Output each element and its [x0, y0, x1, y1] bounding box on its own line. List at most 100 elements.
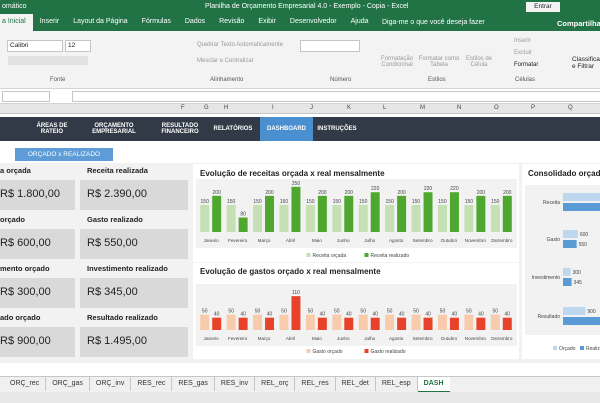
ribbon-tab[interactable]: Desenvolvedor — [289, 18, 337, 25]
bar — [238, 317, 248, 330]
bar — [397, 195, 407, 232]
ribbon-tab[interactable]: Inserir — [39, 18, 60, 25]
sheet-tab[interactable]: REL_res — [295, 377, 336, 391]
nav-item[interactable]: RESULTADO FINANCEIRO — [161, 123, 199, 135]
bar — [502, 317, 512, 330]
sheet-tab[interactable]: REL_det — [336, 377, 376, 391]
column-letter: G — [204, 105, 209, 111]
data-label: 50 — [413, 309, 419, 315]
column-letter: Q — [568, 105, 573, 111]
status-bar — [0, 392, 600, 403]
autosave[interactable]: omático — [2, 3, 27, 10]
format-cells[interactable]: Formatar — [514, 62, 539, 68]
format-as-table[interactable]: Formatar como Tabela — [418, 56, 460, 68]
nav-item[interactable]: INSTRUÇÕES — [317, 126, 357, 132]
number-format[interactable] — [300, 40, 360, 52]
category-label: Fevereiro — [228, 336, 248, 341]
group-label: Número — [330, 77, 352, 83]
category-label: Dezembro — [491, 336, 513, 341]
ribbon-tab[interactable]: Fórmulas — [141, 18, 171, 25]
data-label: 200 — [265, 190, 274, 196]
bar — [449, 192, 459, 232]
category-label: Junho — [337, 238, 350, 243]
category-label: Gasto — [547, 237, 561, 243]
data-label: 40 — [372, 312, 378, 318]
bar — [212, 317, 222, 330]
data-label: 40 — [505, 312, 511, 318]
sort-filter[interactable]: Classificar e Filtrar — [572, 56, 600, 70]
category-label: Abril — [286, 336, 295, 341]
sheet-tab[interactable]: DASH — [417, 377, 450, 393]
data-label: 900 — [587, 309, 596, 315]
bar — [411, 204, 421, 232]
sign-in-button[interactable]: Entrar — [526, 2, 560, 12]
insert-cells[interactable]: Inserir — [514, 38, 531, 44]
format-icons[interactable] — [8, 56, 88, 65]
column-letter: F — [181, 105, 185, 111]
data-label: 40 — [425, 312, 431, 318]
bar — [305, 314, 315, 330]
data-label: 50 — [281, 309, 287, 315]
bar — [490, 204, 500, 232]
delete-cells[interactable]: Excluir — [514, 50, 533, 56]
ribbon-tab[interactable]: Dados — [184, 18, 206, 25]
data-label: 40 — [240, 312, 246, 318]
data-label: 150 — [465, 199, 474, 205]
share-button[interactable]: Compartilhar — [557, 19, 600, 28]
ribbon-tabs: a Inicial Inserir Layout da Página Fórmulas… — [0, 14, 376, 31]
nav-item[interactable]: ORÇAMENTO EMPRESARIAL — [92, 123, 136, 135]
ribbon-tab[interactable]: Revisão — [219, 18, 245, 25]
group-label: Alinhamento — [210, 77, 244, 83]
legend-label: Gasto orçado — [313, 349, 343, 355]
category-label: Fevereiro — [228, 238, 248, 243]
ribbon-tab[interactable]: Exibir — [258, 18, 276, 25]
window-title: Planilha de Orçamento Empresarial 4.0 - … — [205, 3, 409, 10]
wrap-text[interactable]: Quebrar Texto Automaticamente — [197, 42, 283, 48]
nav-item[interactable]: ÁREAS DE RATEIO — [36, 123, 68, 135]
group-label: Fonte — [50, 77, 66, 83]
sheet-tab[interactable]: ORÇ_gas — [46, 377, 90, 391]
ribbon-tab[interactable]: Ajuda — [350, 18, 369, 25]
data-label: 200 — [397, 190, 406, 196]
data-label: 40 — [214, 312, 220, 318]
bar — [253, 314, 263, 330]
bar — [490, 314, 500, 330]
font-box[interactable]: Calibri — [7, 40, 63, 52]
column-letter: L — [383, 105, 387, 111]
column-letter: M — [420, 105, 425, 111]
name-box[interactable] — [2, 91, 50, 102]
cell-styles[interactable]: Estilos de Célula — [465, 56, 492, 68]
kpi-value: R$ 1.800,00 — [0, 188, 60, 200]
data-label: 200 — [503, 190, 512, 196]
legend-swatch — [306, 349, 311, 353]
nav-item[interactable]: DASHBOARD — [260, 117, 313, 141]
sheet-tab[interactable]: REL_orç — [255, 377, 296, 391]
bar — [226, 204, 236, 232]
bar — [291, 186, 301, 232]
bar — [344, 317, 354, 330]
sheet-tab[interactable]: RES_inv — [215, 377, 256, 391]
section-button[interactable]: ORÇADO x REALIZADO — [15, 148, 113, 161]
tell-me[interactable]: Diga-me o que você deseja fazer — [382, 19, 485, 26]
sheet-tab[interactable]: RES_gas — [172, 377, 215, 391]
merge-center[interactable]: Mesclar e Centralizar — [197, 58, 254, 64]
category-label: Setembro — [413, 238, 433, 243]
legend-label: Receita realizado — [371, 253, 410, 259]
ribbon-tab[interactable]: Layout da Página — [73, 18, 128, 25]
formula-input[interactable] — [72, 91, 600, 102]
ribbon-tab[interactable]: a Inicial — [0, 14, 33, 31]
size-box[interactable]: 12 — [65, 40, 91, 52]
nav-item[interactable]: RELATÓRIOS — [213, 126, 253, 132]
sheet-tab[interactable]: REL_esp — [376, 377, 418, 391]
data-label: 150 — [201, 199, 210, 205]
data-label: 50 — [308, 309, 314, 315]
sheet-tab[interactable]: ORÇ_rec — [4, 377, 47, 391]
bar — [476, 317, 486, 330]
sheet-tab[interactable]: ORÇ_inv — [90, 377, 132, 391]
kpi-box — [0, 278, 75, 308]
sheet-tab[interactable]: RES_rec — [131, 377, 173, 391]
data-label: 110 — [292, 290, 300, 296]
category-label: Maio — [312, 336, 322, 341]
bar — [332, 204, 342, 232]
conditional-format[interactable]: Formatação Condicional — [380, 56, 413, 68]
